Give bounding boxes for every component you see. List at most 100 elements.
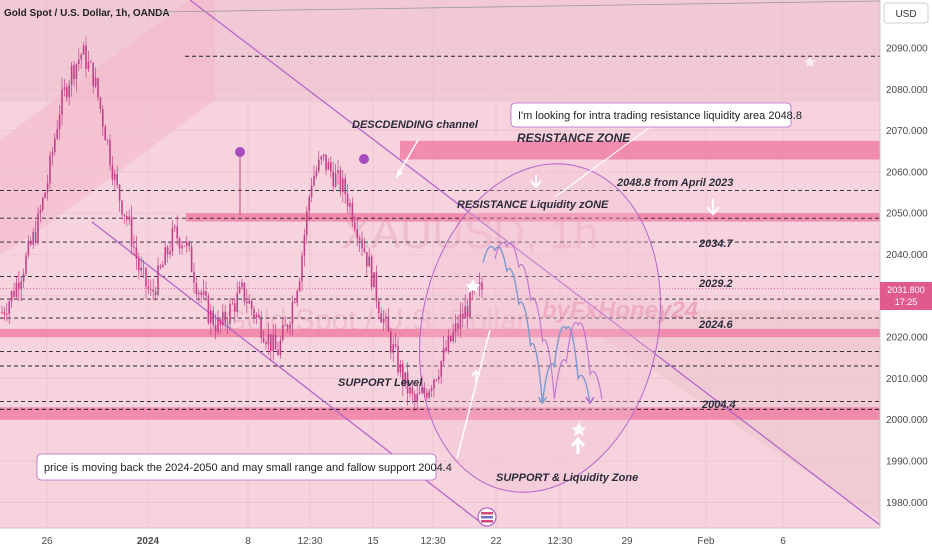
candle-body — [337, 170, 339, 174]
candle-body — [70, 65, 73, 85]
candle-body — [284, 325, 286, 326]
arrow-down-icon — [706, 199, 720, 216]
candle-body — [27, 240, 30, 256]
candle-body — [296, 290, 298, 303]
candle-body — [56, 129, 58, 139]
candle-body — [200, 292, 202, 295]
candle-body — [421, 387, 423, 393]
candle-body — [354, 222, 356, 230]
projection-arrowhead — [585, 396, 595, 405]
callout-top[interactable]: I'm looking for intra trading resistance… — [510, 102, 802, 198]
candle-body — [277, 349, 279, 356]
label-support-liquidity: SUPPORT & Liquidity Zone — [496, 472, 638, 484]
candle-body — [291, 302, 294, 325]
candle-body — [428, 390, 430, 398]
liquidity-ellipse[interactable] — [390, 141, 690, 515]
candle-body — [313, 176, 315, 186]
tv-logo[interactable] — [477, 507, 497, 527]
candle-body — [385, 316, 387, 319]
candle-body — [10, 291, 13, 302]
currency-button[interactable]: USD — [883, 2, 929, 24]
candle-body — [121, 200, 123, 215]
candle-body — [130, 216, 133, 247]
candle-body — [440, 361, 442, 377]
candle-body — [394, 344, 397, 346]
arrows — [465, 56, 816, 454]
candle-body — [140, 267, 142, 271]
levels — [0, 55, 880, 410]
candle-body — [294, 302, 296, 303]
callout-bottom[interactable]: price is moving back the 2024-2050 and m… — [36, 453, 452, 481]
zone-band[interactable] — [186, 213, 880, 222]
callout-pointer-line — [456, 329, 491, 459]
candle-body — [238, 286, 241, 294]
candle-body — [22, 273, 25, 282]
arrow-up-icon — [570, 436, 586, 454]
time-tick-label: 12:30 — [297, 536, 322, 547]
candle-body — [334, 173, 337, 187]
channel-upper-line[interactable] — [189, 0, 881, 526]
last-price-box — [880, 282, 932, 310]
time-axis[interactable] — [0, 528, 880, 550]
candle-body — [363, 248, 366, 253]
candle-body — [106, 140, 109, 142]
tv-logo-mark — [481, 516, 493, 519]
candle-body — [205, 291, 207, 296]
time-tick-label: 6 — [780, 536, 786, 547]
candle-body — [18, 282, 20, 290]
candle-body — [382, 318, 385, 323]
candle-body — [349, 203, 351, 207]
candle-body — [171, 227, 174, 252]
zone-band[interactable] — [400, 140, 880, 160]
annotations: DESCDENDING channel RESISTANCE ZONE RESI… — [338, 119, 736, 484]
candle-body — [63, 87, 66, 90]
candle-body — [406, 372, 409, 394]
candle-body — [426, 393, 428, 398]
candle-body — [20, 281, 22, 290]
candle-body — [61, 89, 63, 115]
candle-body — [147, 286, 150, 290]
candle-body — [404, 372, 406, 385]
label-level-2048: 2048.8 from April 2023 — [616, 177, 733, 189]
candle-body — [198, 292, 200, 295]
candle-body — [25, 255, 27, 274]
label-resistance-zone: RESISTANCE ZONE — [517, 131, 631, 145]
candle-body — [90, 61, 92, 63]
candle-body — [454, 323, 457, 333]
candle-body — [39, 209, 42, 214]
candle-body — [322, 154, 325, 157]
watermark-author: byFxHoney24 — [542, 297, 698, 324]
time-axis-labels: 26 2024 8 12:30 15 12:30 22 12:30 29 Feb 6 — [41, 536, 786, 547]
candle-body — [222, 311, 224, 326]
candle-body — [6, 314, 8, 315]
candle-body — [442, 347, 445, 362]
time-tick-label: 26 — [41, 536, 53, 547]
candle-body — [133, 246, 135, 248]
candle-body — [416, 393, 418, 402]
candle-body — [390, 331, 392, 353]
candle-body — [116, 173, 118, 185]
callout-top-pointer — [554, 126, 651, 198]
candle-body — [459, 313, 462, 329]
candle-body — [109, 140, 111, 166]
candle-body — [87, 61, 90, 69]
currency-box — [883, 2, 929, 24]
candle-body — [457, 323, 459, 329]
candle-body — [181, 245, 183, 249]
candle-body — [375, 272, 378, 301]
candle-body — [411, 387, 414, 395]
candle-body — [253, 309, 255, 318]
candle-body — [399, 364, 402, 373]
price-axis[interactable] — [880, 0, 932, 550]
zone-band[interactable] — [0, 407, 880, 420]
candle-body — [58, 114, 61, 130]
zone-band[interactable] — [0, 328, 880, 338]
candle-body — [392, 344, 394, 353]
last-price-tag[interactable]: 2031.800 17:25 — [880, 282, 932, 310]
candle-body — [73, 65, 75, 80]
candle-body — [409, 387, 411, 394]
candle-body — [466, 306, 469, 318]
candle-body — [274, 334, 277, 350]
candle-body — [164, 247, 166, 265]
